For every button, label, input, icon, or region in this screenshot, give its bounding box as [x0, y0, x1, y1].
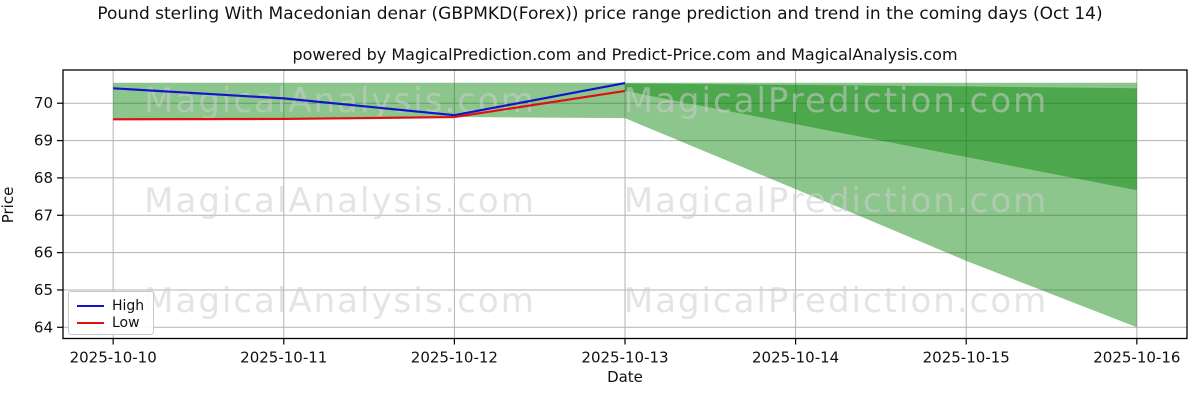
legend-label-low: Low	[112, 314, 140, 331]
x-tick-label: 2025-10-12	[411, 349, 498, 367]
x-tick-label: 2025-10-16	[1093, 349, 1180, 367]
x-tick-label: 2025-10-13	[581, 349, 668, 367]
forecast-band	[625, 83, 1137, 191]
legend-label-high: High	[112, 297, 145, 314]
low-line	[113, 89, 626, 121]
legend-item-high: High	[77, 297, 153, 314]
watermark-magicalprediction: MagicalPrediction.com	[624, 281, 1049, 321]
watermark-magicalprediction: MagicalPrediction.com	[624, 181, 1049, 221]
legend: High Low	[68, 291, 154, 335]
y-tick-label: 69	[34, 132, 53, 150]
powered-by-subtitle: powered by MagicalPrediction.com and Pre…	[292, 45, 958, 64]
watermark-magicalanalysis: MagicalAnalysis.com	[144, 81, 536, 121]
y-tick-label: 64	[34, 318, 53, 336]
y-tick-label: 66	[34, 244, 53, 262]
high-line	[113, 81, 626, 117]
y-tick-label: 70	[34, 94, 53, 112]
y-tick-label: 67	[34, 206, 53, 224]
legend-item-low: Low	[77, 314, 153, 331]
x-axis-label: Date	[607, 368, 643, 386]
figure-title: Pound sterling With Macedonian denar (GB…	[97, 4, 1103, 24]
watermark-magicalanalysis: MagicalAnalysis.com	[144, 181, 536, 221]
outer-range-band	[113, 82, 1137, 328]
x-tick-label: 2025-10-14	[752, 349, 839, 367]
high-line-swatch	[77, 304, 104, 307]
x-tick-label: 2025-10-10	[70, 349, 157, 367]
x-tick-label: 2025-10-11	[240, 349, 327, 367]
watermark-magicalanalysis: MagicalAnalysis.com	[144, 281, 536, 321]
y-tick-label: 68	[34, 169, 53, 187]
low-line-swatch	[77, 321, 104, 324]
watermark-magicalprediction: MagicalPrediction.com	[624, 81, 1049, 121]
y-tick-label: 65	[34, 281, 53, 299]
x-tick-label: 2025-10-15	[923, 349, 1010, 367]
